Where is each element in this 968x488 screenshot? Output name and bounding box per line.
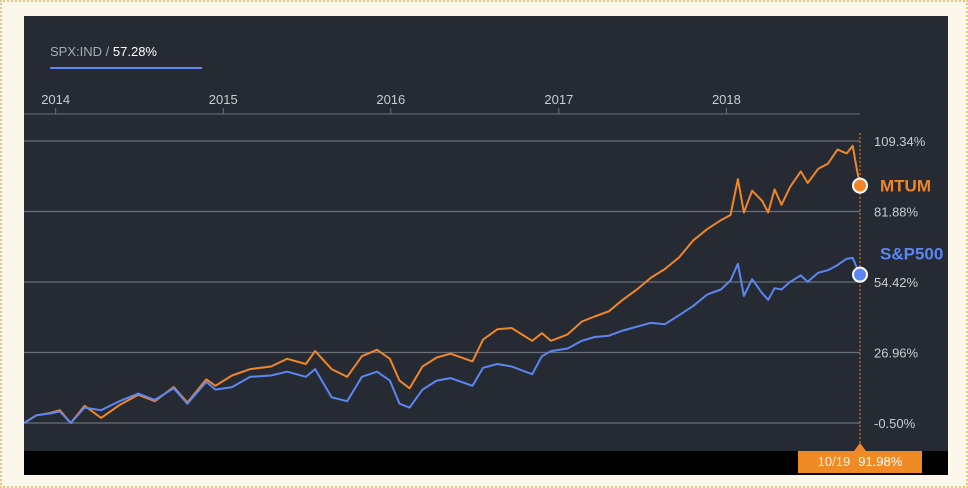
bottom-bar [24, 451, 948, 475]
tab-underline [50, 67, 202, 69]
end-marker-mtum [852, 177, 868, 194]
tab-value: 57.28% [112, 44, 157, 59]
line-chart[interactable]: 2014 2015 2016 2017 2018 109.34% 81.88% 54.42%… [24, 16, 948, 475]
series-label-mtum: MTUM [880, 177, 931, 196]
x-tick-label: 2015 [209, 92, 238, 107]
x-tick-label: 2014 [41, 92, 70, 107]
crosshair-value: 91.98% [858, 454, 903, 469]
y-tick-label: 81.88% [874, 205, 919, 220]
chart-panel: SPX:IND / 57.28% 2014 2015 2016 2017 2018 10… [24, 16, 948, 475]
crosshair-date-badge: 10/19 91.98% [798, 451, 922, 473]
y-axis: 109.34% 81.88% 54.42% 26.96% -0.50% [874, 134, 926, 431]
y-tick-label: 54.42% [874, 275, 919, 290]
grid-layer [24, 133, 866, 451]
x-tick-label: 2017 [544, 92, 573, 107]
x-axis: 2014 2015 2016 2017 2018 [24, 92, 860, 115]
x-tick-label: 2018 [712, 92, 741, 107]
series-layer [24, 144, 861, 424]
y-tick-label: -0.50% [874, 416, 916, 431]
tab-spx-ind[interactable]: SPX:IND / 57.28% [50, 44, 157, 59]
series-label-sp500: S&P500 [880, 245, 943, 264]
tab-separator: / [105, 44, 110, 59]
series-line-mtum [24, 144, 861, 424]
tab-ticker: SPX:IND [50, 44, 103, 59]
y-tick-label: 26.96% [874, 346, 919, 361]
crosshair-pointer [854, 443, 866, 451]
y-tick-label: 109.34% [874, 134, 926, 149]
x-tick-label: 2016 [376, 92, 405, 107]
marker-layer: MTUM S&P500 [852, 177, 943, 283]
series-line-sp500 [24, 256, 861, 424]
crosshair-date: 10/19 [817, 454, 851, 469]
end-marker-sp500 [852, 266, 868, 283]
